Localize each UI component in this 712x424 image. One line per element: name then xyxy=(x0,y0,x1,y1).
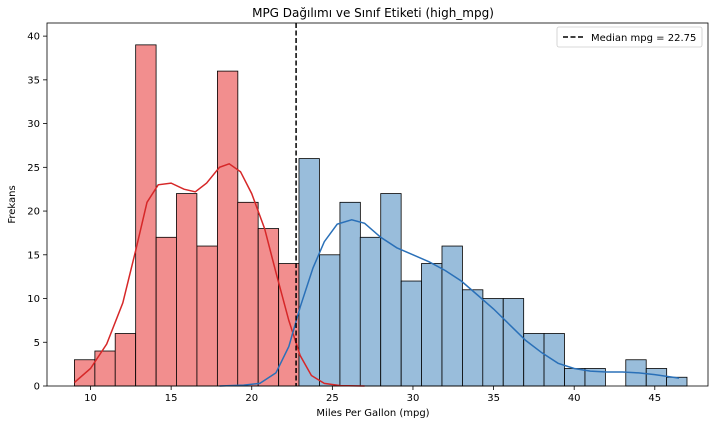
histogram-bar xyxy=(441,245,463,387)
x-tick-label: 25 xyxy=(326,393,339,404)
y-tick-label: 10 xyxy=(27,294,40,305)
y-tick-label: 15 xyxy=(27,250,40,261)
histogram-bar xyxy=(502,298,525,387)
histogram-bar xyxy=(319,254,341,387)
histogram-bar xyxy=(155,236,177,387)
histogram-bar xyxy=(257,228,280,387)
histogram-bar xyxy=(114,333,137,387)
x-tick-label: 45 xyxy=(648,393,661,404)
histogram-bar xyxy=(482,298,504,387)
histogram-bar xyxy=(380,193,402,387)
x-axis-ticks: 10 15 20 25 30 35 40 45 xyxy=(84,386,661,404)
y-tick-label: 30 xyxy=(27,119,40,130)
y-axis-ticks: 0 5 10 15 20 25 30 35 40 xyxy=(27,32,47,393)
histogram-bar xyxy=(135,44,157,387)
plot-frame xyxy=(46,22,709,387)
histogram-bar xyxy=(237,201,259,387)
histogram-bar xyxy=(645,368,668,387)
kde-curve xyxy=(73,162,365,387)
x-tick-label: 10 xyxy=(84,393,97,404)
y-tick-label: 35 xyxy=(27,75,40,86)
histogram-bar xyxy=(462,289,484,387)
histogram-bar xyxy=(400,280,423,387)
histogram-bar xyxy=(564,368,586,387)
x-axis-label: Miles Per Gallon (mpg) xyxy=(316,408,429,419)
y-axis-label: Frekans xyxy=(7,185,18,223)
histogram-bar xyxy=(421,263,443,387)
legend-box xyxy=(556,26,703,48)
histogram-bar xyxy=(217,70,239,387)
x-tick-label: 15 xyxy=(165,393,178,404)
y-tick-label: 5 xyxy=(34,338,40,349)
x-tick-label: 30 xyxy=(407,393,420,404)
histogram-bar xyxy=(176,193,198,387)
chart-title: MPG Dağılımı ve Sınıf Etiketi (high_mpg) xyxy=(252,6,494,20)
bars-layer xyxy=(74,44,688,387)
x-tick-label: 35 xyxy=(487,393,500,404)
legend: Median mpg = 22.75 xyxy=(556,26,703,48)
x-tick-label: 40 xyxy=(568,393,581,404)
histogram-bar xyxy=(196,245,218,387)
kde-curve xyxy=(219,219,680,387)
histogram-bar xyxy=(543,333,565,387)
histogram-bar xyxy=(666,376,688,387)
kde-layer xyxy=(73,162,680,387)
y-tick-label: 40 xyxy=(27,32,40,43)
y-tick-label: 20 xyxy=(27,207,40,218)
y-tick-label: 0 xyxy=(34,382,40,393)
legend-median-label: Median mpg = 22.75 xyxy=(591,33,696,44)
y-tick-label: 25 xyxy=(27,163,40,174)
histogram-bar xyxy=(359,236,382,387)
histogram-bar xyxy=(298,158,320,387)
histogram-bar xyxy=(339,201,361,387)
x-tick-label: 20 xyxy=(245,393,258,404)
